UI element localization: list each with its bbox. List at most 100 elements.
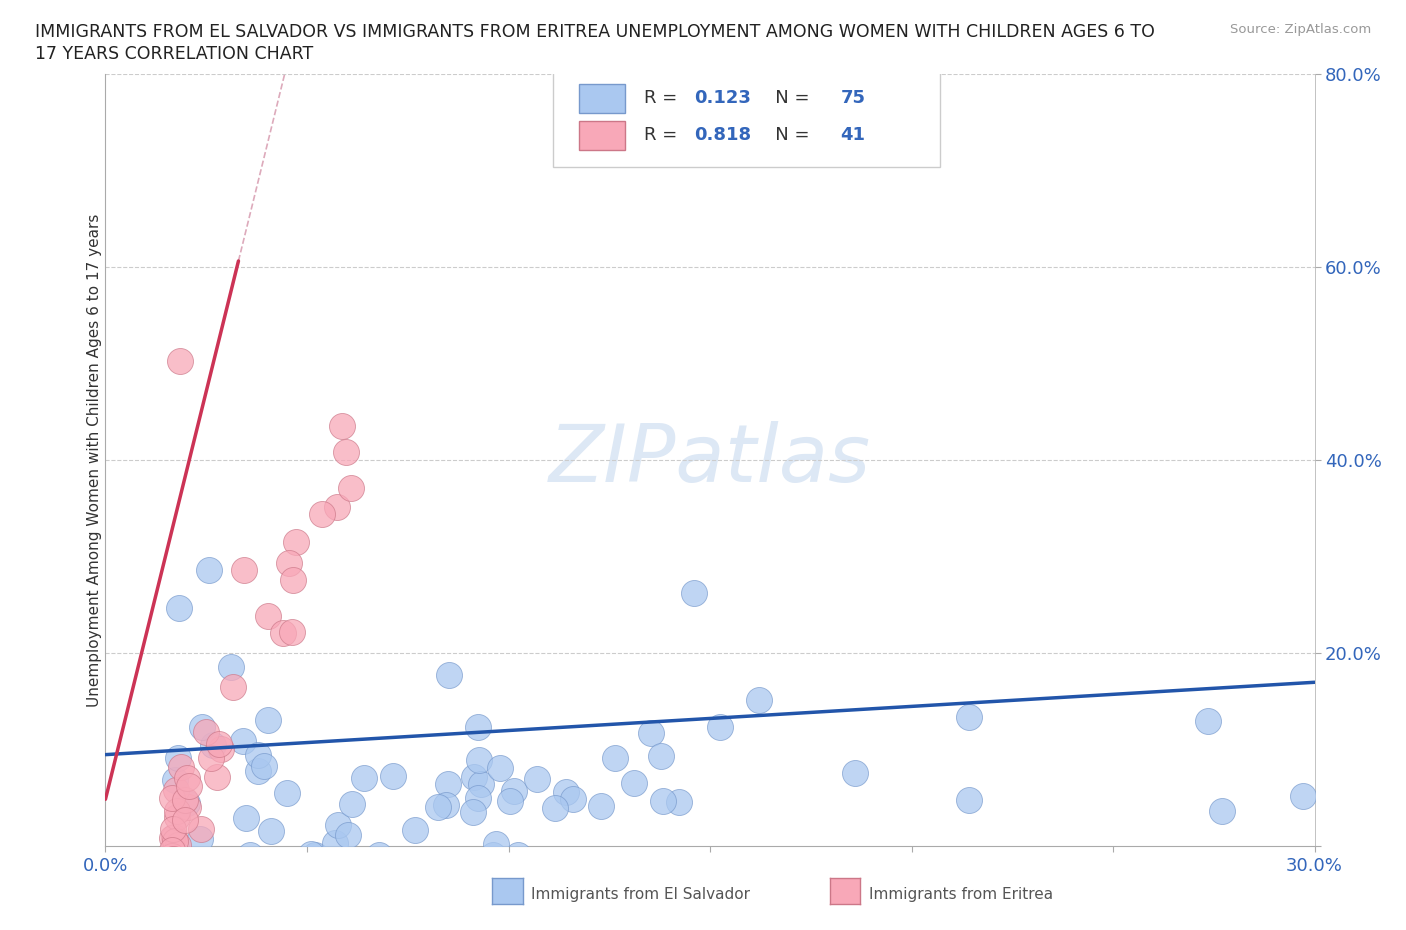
Point xyxy=(97,834,120,849)
Point xyxy=(235,730,257,745)
Point xyxy=(107,769,129,784)
Point xyxy=(105,764,128,778)
Point xyxy=(172,550,194,565)
Point xyxy=(752,774,775,789)
Point xyxy=(249,798,271,813)
Point xyxy=(105,732,128,747)
Point xyxy=(117,674,139,689)
Point xyxy=(200,790,222,805)
Text: 41: 41 xyxy=(841,126,866,144)
Point xyxy=(956,595,979,610)
Point xyxy=(1220,578,1243,593)
Point xyxy=(104,785,127,800)
FancyBboxPatch shape xyxy=(553,63,939,167)
Point xyxy=(156,659,179,674)
Point xyxy=(200,393,222,408)
Text: N =: N = xyxy=(758,89,815,107)
Point xyxy=(288,758,311,773)
Point xyxy=(803,755,825,770)
Point xyxy=(347,759,370,774)
Point xyxy=(121,708,143,723)
Point xyxy=(288,669,311,684)
Point xyxy=(100,834,122,849)
Point xyxy=(1014,693,1036,708)
Point xyxy=(150,724,173,738)
Point xyxy=(114,808,136,823)
Point xyxy=(170,463,193,478)
Point xyxy=(100,773,122,788)
Point xyxy=(132,593,155,608)
Text: Source: ZipAtlas.com: Source: ZipAtlas.com xyxy=(1230,23,1371,36)
Point xyxy=(96,807,118,822)
Point xyxy=(125,689,148,704)
Point xyxy=(97,806,120,821)
Point xyxy=(98,812,121,827)
FancyBboxPatch shape xyxy=(579,121,626,150)
Point xyxy=(127,696,149,711)
Point xyxy=(183,827,205,842)
Point xyxy=(297,830,319,844)
Point xyxy=(153,718,176,733)
Point xyxy=(96,757,118,772)
Text: 0.818: 0.818 xyxy=(695,126,751,144)
Point xyxy=(115,796,138,811)
Point xyxy=(1211,775,1233,790)
Point xyxy=(96,830,118,844)
Point xyxy=(336,771,359,786)
Point xyxy=(395,676,418,691)
Point xyxy=(270,604,292,618)
Text: 0.123: 0.123 xyxy=(695,89,751,107)
Point xyxy=(209,765,232,780)
Point xyxy=(309,749,332,764)
Point xyxy=(342,751,364,765)
Point xyxy=(145,830,167,844)
Point xyxy=(402,705,425,720)
Point xyxy=(121,691,143,706)
FancyBboxPatch shape xyxy=(579,84,626,113)
Point xyxy=(100,708,122,723)
Point xyxy=(208,370,231,385)
Text: Immigrants from Eritrea: Immigrants from Eritrea xyxy=(869,887,1053,902)
Point xyxy=(595,657,617,671)
Point xyxy=(207,804,229,819)
Point xyxy=(267,766,290,781)
Point xyxy=(190,403,212,418)
Point xyxy=(301,720,323,735)
Point xyxy=(173,438,195,453)
Point xyxy=(159,799,181,814)
Point xyxy=(284,775,307,790)
Text: R =: R = xyxy=(644,89,682,107)
Text: Immigrants from El Salvador: Immigrants from El Salvador xyxy=(531,887,751,902)
Point xyxy=(969,704,991,719)
Point xyxy=(135,619,157,634)
Point xyxy=(141,685,163,700)
Point xyxy=(156,530,179,545)
Point xyxy=(98,834,121,849)
Point xyxy=(413,763,436,777)
Point xyxy=(595,760,617,775)
Point xyxy=(225,830,247,844)
Point xyxy=(285,731,308,746)
Point xyxy=(101,521,124,536)
Point xyxy=(100,781,122,796)
Text: N =: N = xyxy=(758,126,815,144)
Point xyxy=(385,739,408,754)
Point xyxy=(312,830,335,844)
Point xyxy=(217,732,239,747)
Point xyxy=(120,472,142,487)
Point xyxy=(290,740,312,755)
Point xyxy=(101,719,124,734)
Point xyxy=(288,711,311,725)
Point xyxy=(96,834,118,849)
Point xyxy=(404,761,426,776)
Text: ZIPatlas: ZIPatlas xyxy=(548,421,872,499)
Point xyxy=(869,666,891,681)
Y-axis label: Unemployment Among Women with Children Ages 6 to 17 years: Unemployment Among Women with Children A… xyxy=(87,214,101,707)
Point xyxy=(198,814,221,829)
Text: 75: 75 xyxy=(841,89,866,107)
Point xyxy=(1229,745,1251,760)
Point xyxy=(141,472,163,487)
Text: IMMIGRANTS FROM EL SALVADOR VS IMMIGRANTS FROM ERITREA UNEMPLOYMENT AMONG WOMEN : IMMIGRANTS FROM EL SALVADOR VS IMMIGRANT… xyxy=(35,23,1154,41)
Point xyxy=(96,823,118,838)
Point xyxy=(981,637,1004,652)
